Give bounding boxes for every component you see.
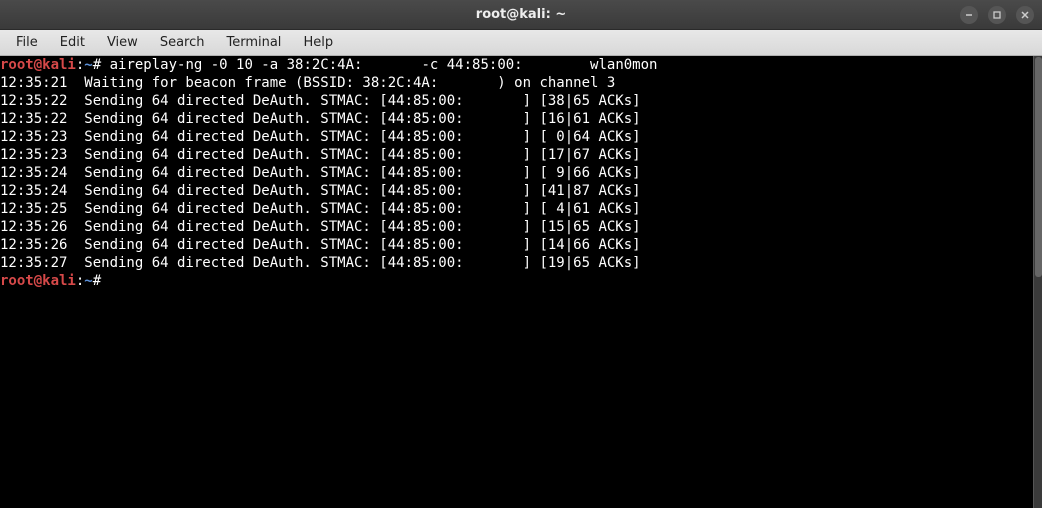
output-line: 12:35:22 Sending 64 directed DeAuth. STM… (0, 92, 1033, 110)
window-controls (960, 6, 1034, 24)
menu-terminal[interactable]: Terminal (216, 33, 291, 52)
scrollbar-thumb[interactable] (1035, 57, 1042, 277)
output-line: 12:35:21 Waiting for beacon frame (BSSID… (0, 74, 1033, 92)
menu-search[interactable]: Search (150, 33, 215, 52)
prompt-path: ~ (84, 57, 92, 73)
output-line: 12:35:26 Sending 64 directed DeAuth. STM… (0, 236, 1033, 254)
menu-edit[interactable]: Edit (50, 33, 95, 52)
terminal-line: root@kali:~# aireplay-ng -0 10 -a 38:2C:… (0, 56, 1033, 74)
prompt-user: root@kali (0, 273, 76, 289)
prompt-user: root@kali (0, 57, 76, 73)
minimize-button[interactable] (960, 6, 978, 24)
menu-view[interactable]: View (97, 33, 148, 52)
output-line: 12:35:26 Sending 64 directed DeAuth. STM… (0, 218, 1033, 236)
menubar: File Edit View Search Terminal Help (0, 30, 1042, 56)
output-line: 12:35:24 Sending 64 directed DeAuth. STM… (0, 182, 1033, 200)
prompt-symbol: # (93, 57, 110, 73)
window-title: root@kali: ~ (476, 7, 566, 22)
terminal[interactable]: root@kali:~# aireplay-ng -0 10 -a 38:2C:… (0, 56, 1033, 508)
menu-file[interactable]: File (6, 33, 48, 52)
output-line: 12:35:24 Sending 64 directed DeAuth. STM… (0, 164, 1033, 182)
output-line: 12:35:23 Sending 64 directed DeAuth. STM… (0, 146, 1033, 164)
terminal-container: root@kali:~# aireplay-ng -0 10 -a 38:2C:… (0, 56, 1042, 508)
menu-help[interactable]: Help (293, 33, 343, 52)
scrollbar[interactable] (1033, 56, 1042, 508)
terminal-line: root@kali:~# (0, 272, 1033, 290)
output-line: 12:35:22 Sending 64 directed DeAuth. STM… (0, 110, 1033, 128)
close-button[interactable] (1016, 6, 1034, 24)
output-line: 12:35:27 Sending 64 directed DeAuth. STM… (0, 254, 1033, 272)
command-text: aireplay-ng -0 10 -a 38:2C:4A: -c 44:85:… (110, 57, 658, 73)
prompt-path: ~ (84, 273, 92, 289)
prompt-symbol: # (93, 273, 110, 289)
output-line: 12:35:23 Sending 64 directed DeAuth. STM… (0, 128, 1033, 146)
maximize-button[interactable] (988, 6, 1006, 24)
output-line: 12:35:25 Sending 64 directed DeAuth. STM… (0, 200, 1033, 218)
titlebar: root@kali: ~ (0, 0, 1042, 30)
